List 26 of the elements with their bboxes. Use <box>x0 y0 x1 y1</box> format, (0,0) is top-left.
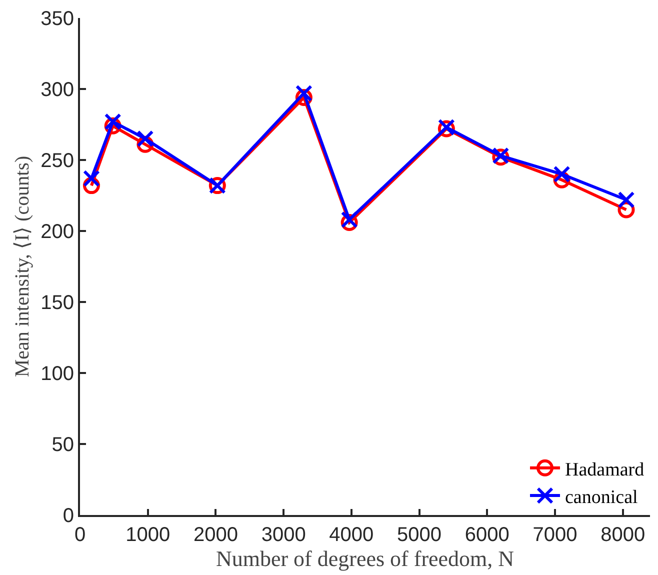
y-tick-label: 100 <box>40 363 74 385</box>
x-tick-label: 8000 <box>600 524 646 546</box>
y-axis-title: Mean intensity, ⟨I⟩ (counts) <box>12 156 34 378</box>
x-tick-label: 7000 <box>532 524 578 546</box>
x-tick-label: 2000 <box>193 524 238 546</box>
legend-label: canonical <box>565 486 638 508</box>
y-tick-label: 0 <box>62 505 74 527</box>
point <box>82 170 100 187</box>
y-tick-label: 200 <box>40 221 74 243</box>
point <box>136 130 154 148</box>
x-tick-label: 6000 <box>464 524 510 546</box>
x-tick-label: 5000 <box>397 524 442 546</box>
x-tick-label: 4000 <box>329 524 374 546</box>
y-tick-label: 300 <box>40 79 74 101</box>
y-tick-label: 150 <box>40 292 74 314</box>
x-tick-label: 3000 <box>261 524 306 546</box>
x-tick-label: 1000 <box>126 524 170 546</box>
y-tick-label: 50 <box>52 434 74 456</box>
point <box>104 113 122 130</box>
legend-label: Hadamard <box>565 459 645 480</box>
point <box>295 84 312 102</box>
point <box>553 166 570 183</box>
point <box>618 191 635 208</box>
x-axis-title: Number of degrees of freedom, N <box>216 546 514 571</box>
y-tick-label: 250 <box>40 150 74 172</box>
y-tick-label: 350 <box>40 8 74 30</box>
